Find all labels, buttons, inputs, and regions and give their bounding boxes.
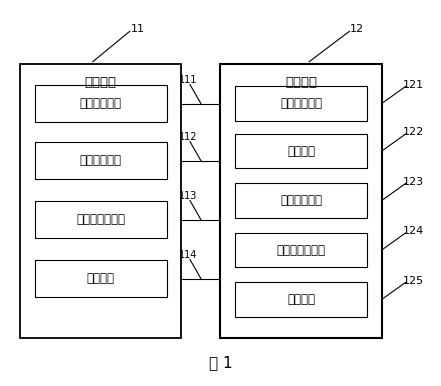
Text: 113: 113 <box>179 191 197 201</box>
Text: 提取装置: 提取装置 <box>285 76 317 89</box>
Bar <box>235 233 367 267</box>
Text: 判断单元: 判断单元 <box>87 272 115 285</box>
Bar <box>235 134 367 168</box>
Bar <box>35 85 167 122</box>
Text: 11: 11 <box>131 24 145 34</box>
Text: 第一获取单元: 第一获取单元 <box>80 154 122 167</box>
Bar <box>235 183 367 218</box>
Text: 121: 121 <box>403 80 424 90</box>
Text: 第二队列单元: 第二队列单元 <box>280 97 322 110</box>
Text: 第一队列单元: 第一队列单元 <box>80 97 122 110</box>
Bar <box>235 283 367 317</box>
Text: 112: 112 <box>179 132 197 142</box>
Text: 列表页提取单元: 列表页提取单元 <box>76 213 125 226</box>
Text: 123: 123 <box>403 176 424 186</box>
Text: 判断装置: 判断装置 <box>85 76 117 89</box>
Text: 124: 124 <box>403 226 424 236</box>
Bar <box>235 86 367 121</box>
Text: 125: 125 <box>403 276 424 286</box>
Text: 第二获取单元: 第二获取单元 <box>280 194 322 207</box>
Text: 图 1: 图 1 <box>209 355 232 370</box>
Bar <box>35 201 167 238</box>
Text: 内容页提取单元: 内容页提取单元 <box>277 244 325 257</box>
Bar <box>20 64 181 338</box>
Text: 12: 12 <box>350 24 364 34</box>
Text: 消重单元: 消重单元 <box>287 293 315 306</box>
Text: 扫描单元: 扫描单元 <box>287 145 315 157</box>
Text: 111: 111 <box>179 75 197 85</box>
Text: 114: 114 <box>179 250 197 260</box>
Bar <box>35 260 167 297</box>
Bar <box>35 142 167 179</box>
Text: 122: 122 <box>403 127 424 137</box>
Bar <box>220 64 381 338</box>
